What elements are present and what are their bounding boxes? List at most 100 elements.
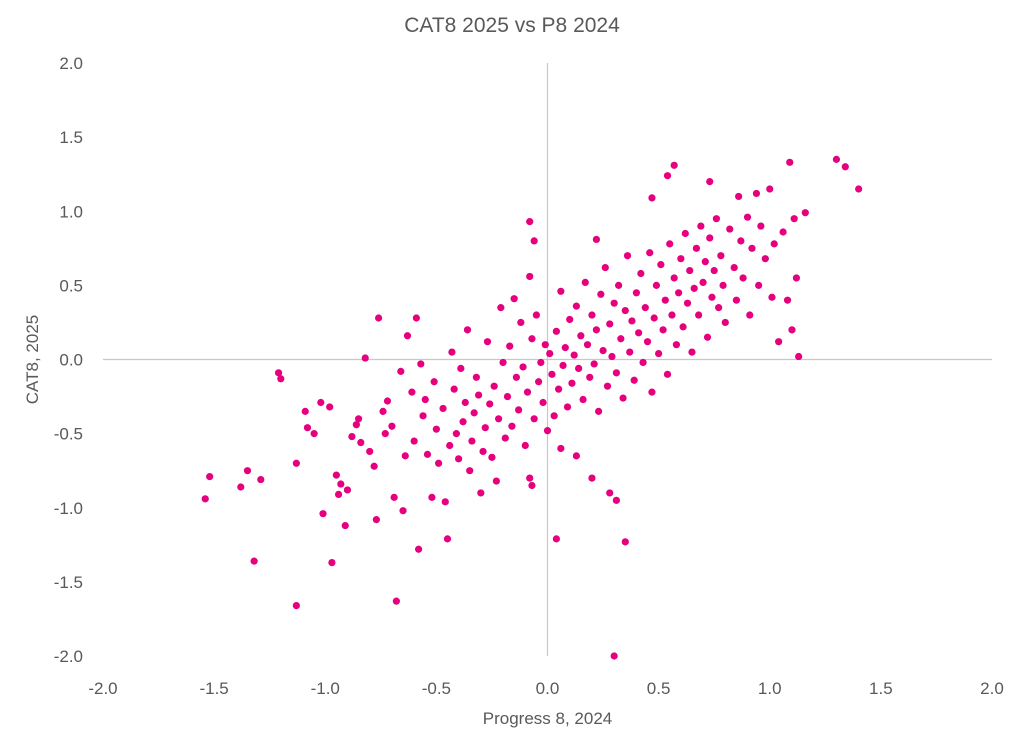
data-point <box>421 395 429 404</box>
data-point <box>326 403 334 411</box>
data-point <box>739 274 747 282</box>
y-tick-label: 1.5 <box>59 128 83 147</box>
data-point <box>572 302 580 310</box>
data-point <box>712 215 721 223</box>
data-point <box>463 326 472 334</box>
x-tick-label: 1.0 <box>758 679 782 698</box>
data-point <box>679 323 687 331</box>
data-point <box>735 192 743 201</box>
data-point <box>601 263 609 272</box>
data-point <box>337 480 345 488</box>
data-point <box>621 306 629 315</box>
data-point <box>443 535 452 543</box>
data-point <box>352 421 360 429</box>
data-point <box>779 228 787 236</box>
data-point <box>441 498 449 506</box>
data-point <box>361 354 369 362</box>
data-point <box>719 281 727 289</box>
data-point <box>597 290 605 298</box>
data-point <box>559 361 567 370</box>
data-point <box>652 281 661 289</box>
y-tick-label: -0.5 <box>54 425 83 444</box>
data-point <box>688 348 696 356</box>
x-tick-label: -1.5 <box>199 679 228 698</box>
data-point <box>595 407 603 415</box>
data-point <box>526 474 534 482</box>
data-point <box>521 441 529 450</box>
data-point <box>677 255 685 263</box>
data-point <box>643 338 652 346</box>
data-point <box>708 293 716 301</box>
data-point <box>548 370 556 378</box>
data-point <box>403 332 412 340</box>
y-tick-label: -2.0 <box>54 647 83 666</box>
data-point <box>721 318 729 327</box>
data-point <box>495 415 503 423</box>
data-point <box>706 234 714 242</box>
data-point <box>457 364 465 372</box>
data-point <box>606 320 614 328</box>
data-point <box>237 483 245 491</box>
data-point <box>448 348 456 356</box>
data-point <box>632 289 641 297</box>
data-point <box>635 329 643 337</box>
data-point <box>566 315 574 324</box>
data-point <box>730 263 738 272</box>
data-point <box>341 521 349 530</box>
data-point <box>612 496 620 504</box>
data-point <box>619 394 627 402</box>
data-point <box>612 369 620 377</box>
data-point <box>639 358 647 367</box>
data-point <box>528 335 536 343</box>
data-point <box>434 459 443 467</box>
data-point <box>606 489 614 497</box>
data-point <box>517 318 525 327</box>
data-point <box>608 352 616 361</box>
data-point <box>557 444 565 453</box>
data-point <box>568 379 576 387</box>
data-point <box>617 335 625 343</box>
data-point <box>655 349 663 358</box>
data-point <box>683 299 692 307</box>
data-point <box>366 447 374 456</box>
data-point <box>692 244 701 252</box>
x-tick-label: 0.0 <box>536 679 560 698</box>
data-points <box>201 155 863 660</box>
data-point <box>581 278 589 287</box>
data-point <box>432 425 440 433</box>
x-tick-label: -0.5 <box>422 679 451 698</box>
data-point <box>552 535 560 543</box>
data-point <box>621 538 629 546</box>
data-point <box>761 255 769 263</box>
y-tick-label: -1.5 <box>54 573 83 592</box>
data-point <box>706 178 714 186</box>
data-point <box>788 326 796 334</box>
data-point <box>201 495 209 503</box>
data-point <box>710 266 718 275</box>
data-point <box>550 412 558 420</box>
data-point <box>348 432 356 441</box>
data-point <box>637 269 645 278</box>
data-point <box>334 490 343 499</box>
x-tick-label: -2.0 <box>88 679 117 698</box>
data-point <box>546 349 554 358</box>
data-point <box>317 398 325 407</box>
data-point <box>675 289 683 297</box>
data-point <box>532 311 540 319</box>
data-point <box>757 222 765 230</box>
data-point <box>646 249 654 257</box>
data-point <box>626 348 634 356</box>
data-point <box>357 438 365 447</box>
data-point <box>397 367 405 375</box>
data-point <box>579 395 587 404</box>
data-point <box>681 229 689 238</box>
data-point <box>477 489 485 497</box>
x-axis-title: Progress 8, 2024 <box>483 709 612 728</box>
data-point <box>599 347 607 355</box>
data-point <box>372 516 380 524</box>
data-point <box>690 284 698 292</box>
data-point <box>623 252 632 260</box>
data-point <box>630 376 638 384</box>
data-point <box>486 400 494 408</box>
